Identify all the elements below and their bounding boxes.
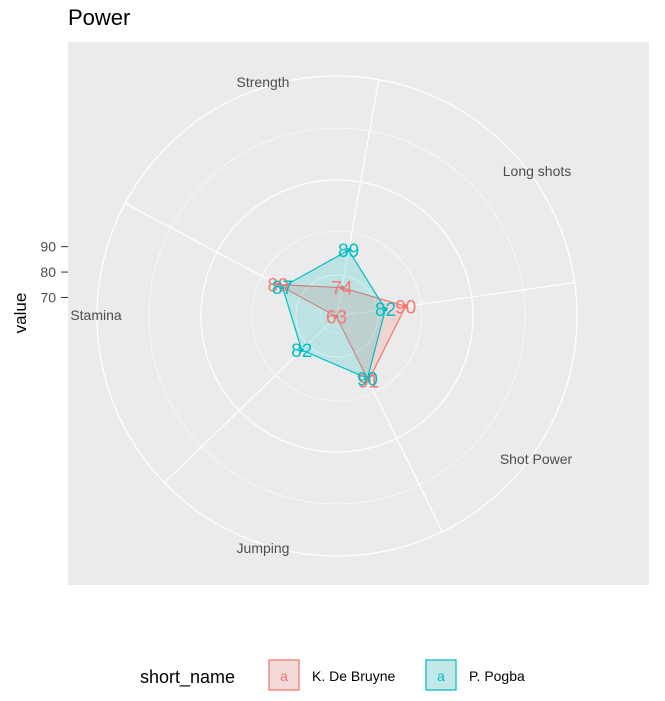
y-tick-label: 70: [40, 289, 56, 305]
y-tick-label: 90: [40, 239, 56, 255]
value-label: 91: [358, 372, 379, 393]
grid-circle: [319, 298, 355, 334]
legend-key-glyph: a: [280, 668, 288, 684]
legend-label: P. Pogba: [469, 668, 525, 684]
data-point: [339, 285, 345, 290]
grid-circle: [251, 230, 423, 402]
axis-label: Stamina: [70, 307, 122, 323]
data-point: [346, 248, 351, 253]
axis-label: Strength: [237, 74, 290, 90]
series-layer: [275, 248, 408, 383]
legend-key-bg: [425, 659, 457, 691]
axis-label: Shot Power: [500, 451, 573, 467]
data-point: [403, 304, 408, 309]
legend-title: short_name: [140, 667, 235, 688]
grid-circle: [96, 75, 578, 557]
y-axis: 70 80 90: [40, 239, 68, 305]
data-point: [275, 282, 281, 287]
grid-spoke: [336, 282, 575, 317]
series-area: [281, 249, 387, 380]
grid-spoke: [163, 315, 338, 484]
axis-labels: Strength Long shots Shot Power Jumping Stami…: [70, 74, 572, 556]
y-axis-label: value: [11, 293, 30, 334]
data-point: [365, 376, 370, 381]
data-point: [299, 347, 304, 353]
legend-label: K. De Bruyne: [312, 668, 395, 684]
legend-key: [425, 659, 457, 691]
legend-key: [268, 659, 300, 691]
grid-spoke: [336, 79, 380, 317]
axis-label: Long shots: [503, 163, 572, 179]
data-point: [334, 314, 339, 319]
legend-key-bg: [268, 659, 300, 691]
value-label: 82: [291, 341, 312, 362]
data-point: [383, 306, 388, 312]
chart-title: Power: [68, 5, 130, 30]
value-label: 89: [267, 276, 288, 297]
grid-circle: [200, 179, 474, 453]
value-label: 63: [326, 308, 347, 329]
axis-label: Jumping: [237, 540, 290, 556]
series-area: [277, 284, 407, 382]
value-label: 74: [331, 279, 353, 300]
value-label: 82: [375, 300, 396, 321]
value-label: 90: [357, 369, 378, 390]
legend-key-glyph: a: [437, 668, 445, 684]
grid-circle: [295, 274, 379, 358]
value-label: 89: [338, 241, 359, 262]
legend: short_name a K. De Bruyne a P. Pogba: [140, 659, 525, 691]
y-tick-label: 80: [40, 264, 56, 280]
grid-circle: [148, 127, 526, 505]
value-label: 90: [395, 297, 416, 318]
data-point: [280, 284, 285, 290]
value-label: 87: [272, 278, 293, 299]
